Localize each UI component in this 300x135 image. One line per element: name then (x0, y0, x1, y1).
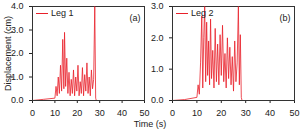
html-text:Time (s): Time (s) (133, 119, 167, 129)
html-text:Leg 2: Leg 2 (191, 8, 214, 18)
svg-text:Displacement (cm): Displacement (cm) (3, 16, 13, 91)
svg-text:40: 40 (117, 108, 127, 118)
svg-text:(a): (a) (130, 13, 141, 23)
svg-text:0.0: 0.0 (11, 95, 24, 105)
svg-text:1.0: 1.0 (11, 71, 24, 82)
svg-text:30: 30 (95, 108, 105, 118)
svg-text:0: 0 (170, 108, 175, 118)
svg-text:2.0: 2.0 (151, 33, 164, 43)
svg-text:0: 0 (30, 108, 35, 118)
html-text:Leg 1: Leg 1 (51, 8, 74, 18)
svg-text:0.0: 0.0 (151, 95, 164, 105)
svg-text:40: 40 (265, 108, 275, 118)
svg-text:50: 50 (139, 108, 149, 118)
svg-text:4.0: 4.0 (11, 1, 24, 11)
svg-text:1.0: 1.0 (151, 64, 164, 74)
svg-text:10: 10 (50, 108, 60, 118)
svg-text:(b): (b) (280, 13, 291, 23)
svg-text:20: 20 (72, 108, 82, 118)
svg-text:10: 10 (192, 108, 202, 118)
svg-text:20: 20 (216, 108, 226, 118)
svg-text:50: 50 (289, 108, 299, 118)
svg-text:2.0: 2.0 (11, 48, 24, 59)
svg-text:3.0: 3.0 (11, 24, 24, 35)
svg-text:30: 30 (241, 108, 251, 118)
svg-text:3.0: 3.0 (151, 1, 164, 11)
